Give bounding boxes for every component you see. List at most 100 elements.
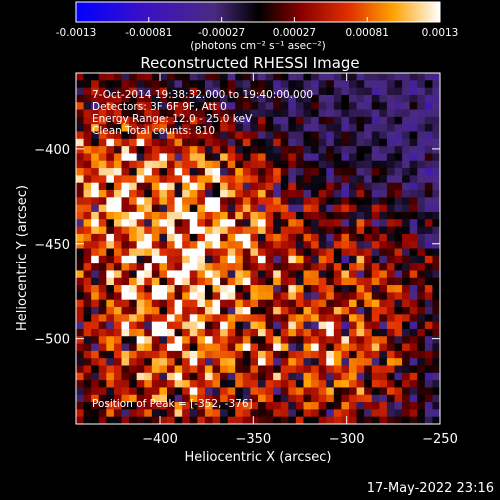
heatmap-cell [182,182,191,191]
heatmap-cell [356,321,365,330]
heatmap-cell [151,314,160,323]
heatmap-cell [386,263,395,271]
heatmap-cell [189,248,198,257]
heatmap-cell [98,321,107,330]
heatmap-cell [394,175,403,184]
heatmap-cell [258,175,266,184]
heatmap-cell [136,219,145,227]
heatmap-cell [212,153,221,162]
heatmap-cell [394,241,403,249]
heatmap-cell [265,131,274,140]
heatmap-cell [189,292,198,301]
heatmap-cell [273,197,282,206]
heatmap-cell [250,409,259,418]
heatmap-cell [432,233,441,242]
heatmap-cell [288,336,297,344]
heatmap-cell [349,124,357,132]
heatmap-cell [98,211,107,220]
heatmap-cell [424,94,433,103]
heatmap-cell [129,102,138,110]
heatmap-cell [379,124,388,132]
heatmap-cell [220,270,229,279]
heatmap-cell [106,226,115,235]
heatmap-cell [151,116,160,125]
heatmap-cell [424,409,433,418]
heatmap-cell [356,358,365,366]
heatmap-cell [295,73,304,81]
heatmap-cell [212,307,221,315]
heatmap-cell [326,394,335,403]
heatmap-cell [151,292,160,301]
heatmap-cell [394,204,403,213]
heatmap-cell [136,175,145,184]
heatmap-cell [197,204,206,213]
heatmap-cell [402,131,411,140]
heatmap-cell [424,211,433,220]
heatmap-cell [91,219,100,227]
heatmap-cell [197,116,206,125]
heatmap-cell [341,102,350,110]
heatmap-cell [189,102,198,110]
heatmap-cell [394,372,403,381]
heatmap-cell [136,211,145,220]
heatmap-cell [250,358,259,366]
heatmap-cell [227,124,236,132]
heatmap-cell [83,190,92,198]
heatmap-cell [220,255,229,264]
heatmap-cell [379,307,388,315]
heatmap-cell [295,109,304,118]
heatmap-cell [76,197,84,206]
heatmap-cell [83,387,92,396]
heatmap-cell [371,87,380,96]
heatmap-cell [333,80,342,89]
heatmap-cell [250,153,259,162]
heatmap-cell [182,233,191,242]
heatmap-cell [136,87,145,96]
heatmap-cell [174,182,183,191]
heatmap-cell [258,219,266,227]
heatmap-cell [424,182,433,191]
heatmap-cell [318,73,327,81]
heatmap-cell [265,102,274,110]
heatmap-cell [280,197,289,206]
heatmap-cell [265,358,274,366]
heatmap-cell [227,131,236,140]
heatmap-cell [333,365,342,374]
heatmap-cell [136,80,145,89]
heatmap-cell [417,277,426,286]
heatmap-cell [189,299,198,308]
heatmap-cell [220,168,229,176]
heatmap-cell [424,350,433,359]
heatmap-cell [417,299,426,308]
heatmap-cell [204,409,213,418]
heatmap-cell [273,380,282,388]
heatmap-cell [121,292,130,301]
heatmap-cell [432,109,441,118]
heatmap-cell [432,168,441,176]
heatmap-cell [167,387,175,396]
heatmap-cell [113,190,122,198]
heatmap-cell [432,292,441,301]
heatmap-cell [280,211,289,220]
heatmap-cell [371,292,380,301]
heatmap-cell [371,241,380,249]
heatmap-cell [212,372,221,381]
heatmap-cell [144,226,153,235]
heatmap-cell [417,343,426,352]
heatmap-cell [386,116,395,125]
heatmap-cell [91,343,100,352]
heatmap-cell [106,270,115,279]
heatmap-cell [182,336,191,344]
heatmap-cell [91,80,100,89]
heatmap-cell [98,182,107,191]
heatmap-cell [265,175,274,184]
heatmap-cell [424,146,433,154]
heatmap-cell [379,380,388,388]
heatmap-cell [250,226,259,235]
heatmap-cell [204,80,213,89]
heatmap-cell [235,372,244,381]
heatmap-cell [167,255,175,264]
heatmap-cell [235,116,244,125]
heatmap-cell [417,116,426,125]
